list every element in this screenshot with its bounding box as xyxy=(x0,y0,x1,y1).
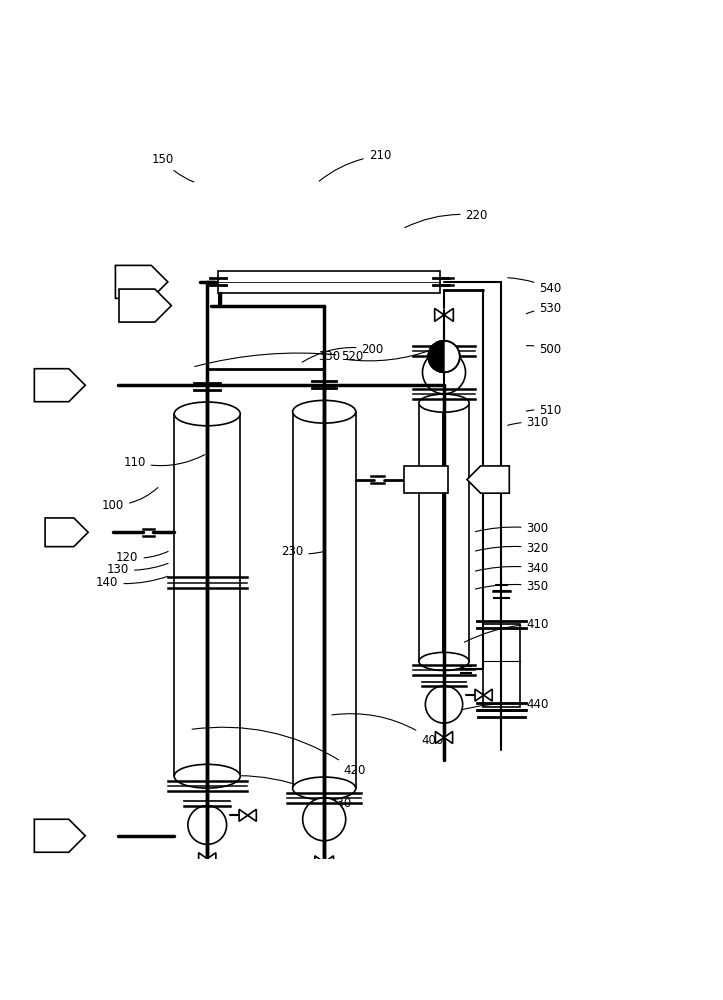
Circle shape xyxy=(425,686,463,723)
Polygon shape xyxy=(435,731,444,744)
Polygon shape xyxy=(239,809,248,821)
Polygon shape xyxy=(116,265,168,298)
Polygon shape xyxy=(324,856,333,869)
Bar xyxy=(483,624,520,707)
Polygon shape xyxy=(475,689,484,701)
Bar xyxy=(174,414,240,776)
Text: 150: 150 xyxy=(152,153,194,182)
Text: 350: 350 xyxy=(476,580,549,593)
Text: 330: 330 xyxy=(318,349,435,363)
Polygon shape xyxy=(467,466,509,493)
Circle shape xyxy=(428,341,460,372)
Polygon shape xyxy=(248,809,257,821)
Text: 220: 220 xyxy=(405,209,488,228)
Text: 210: 210 xyxy=(319,149,391,181)
Bar xyxy=(419,403,469,661)
Text: 540: 540 xyxy=(508,278,562,295)
Text: 140: 140 xyxy=(96,576,168,589)
Text: 100: 100 xyxy=(102,488,158,512)
Text: 510: 510 xyxy=(526,404,562,417)
Polygon shape xyxy=(45,518,88,547)
Circle shape xyxy=(422,351,466,394)
Text: 340: 340 xyxy=(476,562,549,575)
Text: 320: 320 xyxy=(476,542,549,555)
Circle shape xyxy=(303,798,346,841)
Polygon shape xyxy=(119,289,171,322)
Text: 420: 420 xyxy=(192,727,366,777)
Text: 400: 400 xyxy=(332,714,443,747)
Ellipse shape xyxy=(293,777,356,800)
Bar xyxy=(293,412,356,788)
Text: 500: 500 xyxy=(526,343,562,356)
Text: 520: 520 xyxy=(194,350,364,367)
Ellipse shape xyxy=(293,400,356,423)
Wedge shape xyxy=(428,341,444,372)
Text: 130: 130 xyxy=(107,563,168,576)
Text: 300: 300 xyxy=(476,522,549,535)
Bar xyxy=(218,271,440,293)
Polygon shape xyxy=(35,819,85,852)
Ellipse shape xyxy=(419,394,469,412)
Polygon shape xyxy=(208,853,216,865)
Ellipse shape xyxy=(174,764,240,788)
Circle shape xyxy=(188,806,226,844)
Polygon shape xyxy=(484,689,492,701)
Text: 310: 310 xyxy=(508,416,549,429)
Text: 200: 200 xyxy=(302,343,384,362)
Ellipse shape xyxy=(419,652,469,670)
Text: 430: 430 xyxy=(185,776,351,810)
Polygon shape xyxy=(35,369,85,402)
Text: 440: 440 xyxy=(458,698,549,711)
Bar xyxy=(404,466,448,493)
Polygon shape xyxy=(435,308,444,321)
Text: 530: 530 xyxy=(526,302,562,315)
Text: 110: 110 xyxy=(124,455,205,469)
Polygon shape xyxy=(444,308,453,321)
Text: 410: 410 xyxy=(464,618,549,642)
Polygon shape xyxy=(315,856,324,869)
Polygon shape xyxy=(199,853,208,865)
Ellipse shape xyxy=(174,402,240,426)
Polygon shape xyxy=(444,731,453,744)
Text: 120: 120 xyxy=(116,551,168,564)
Text: 230: 230 xyxy=(281,545,325,558)
